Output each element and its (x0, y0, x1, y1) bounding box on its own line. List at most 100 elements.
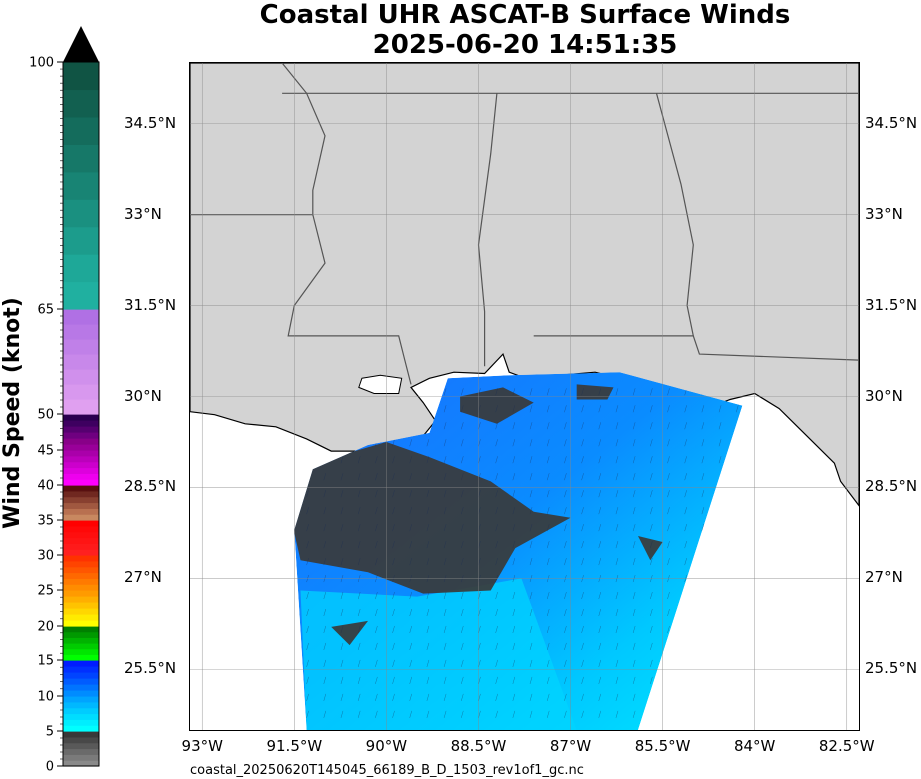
latitude-label: 28.5°N (865, 477, 918, 496)
wind-vector (340, 490, 344, 498)
wind-vector (478, 456, 481, 464)
colorbar-tick-label: 0 (46, 760, 54, 775)
wind-vector (461, 676, 464, 684)
wind-vector (409, 591, 412, 600)
wind-vector (736, 659, 739, 667)
wind-vector (598, 422, 601, 430)
colorbar-segment (63, 701, 99, 709)
wind-vector (684, 558, 687, 566)
wind-vector (736, 693, 739, 701)
colorbar-tick-label: 100 (29, 56, 54, 71)
colorbar-segment (63, 626, 99, 633)
wind-vector (564, 591, 567, 600)
wind-vector (426, 608, 430, 617)
wind-vector (461, 625, 464, 634)
wind-vector (615, 558, 619, 566)
wind-vector (632, 422, 636, 430)
wind-vector (495, 676, 498, 684)
wind-vector (512, 439, 516, 447)
wind-vector (650, 405, 653, 413)
wind-vector (443, 642, 447, 651)
colorbar-label: Wind Speed (knot) (0, 297, 25, 529)
wind-vector (409, 676, 412, 684)
ascat-swath (294, 372, 743, 730)
wind-vector (667, 608, 670, 617)
wind-vector (478, 490, 481, 498)
wind-vector (718, 625, 722, 634)
wind-vector (375, 541, 378, 549)
colorbar-segment (63, 590, 99, 597)
colorbar-segment (63, 660, 99, 667)
colorbar-segment (63, 648, 99, 655)
wind-vector (409, 642, 412, 651)
wind-vector (564, 625, 567, 634)
wind-vector (701, 541, 705, 549)
wind-vector (306, 473, 309, 481)
colorbar-segment (63, 354, 99, 370)
wind-vector (632, 591, 636, 600)
wind-vector (512, 676, 516, 684)
wind-vector (375, 558, 378, 566)
map-panel[interactable] (189, 62, 860, 731)
colorbar-segment (63, 584, 99, 591)
colorbar-segment (63, 508, 99, 515)
wind-vector (718, 456, 722, 464)
wind-vector (478, 676, 481, 684)
colorbar-segment (63, 339, 99, 355)
wind-vector (426, 541, 430, 549)
wind-vector (409, 507, 412, 515)
wind-vector (598, 710, 601, 718)
colorbar-extend-max-arrow (63, 26, 99, 62)
wind-vector (357, 507, 361, 515)
wind-vector (357, 490, 361, 498)
latitude-label: 30°N (124, 386, 162, 405)
wind-vector (546, 659, 550, 667)
wind-vector (461, 507, 464, 515)
wind-vector (392, 541, 395, 549)
wind-vector (564, 456, 567, 464)
latitude-label: 30°N (865, 386, 903, 405)
colorbar-segment (63, 309, 99, 325)
wind-vector (392, 524, 395, 532)
colorbar-segment (63, 537, 99, 544)
wind-vector (409, 473, 412, 481)
wind-vector (650, 541, 653, 549)
colorbar-segment (63, 707, 99, 715)
wind-vector (495, 405, 498, 413)
colorbar-tick-label: 5 (46, 725, 54, 740)
wind-vector (443, 659, 447, 667)
colorbar-segment (63, 731, 99, 738)
colorbar-tick-label: 25 (37, 584, 54, 599)
wind-vector (581, 608, 584, 617)
wind-vector (736, 625, 739, 634)
colorbar-segment (63, 596, 99, 603)
wind-vector (495, 591, 498, 600)
wind-vector (615, 524, 619, 532)
colorbar-segment (63, 719, 99, 726)
wind-vector (736, 591, 739, 600)
wind-vector (426, 388, 430, 396)
wind-vector (340, 693, 344, 701)
wind-vector (529, 439, 533, 447)
wind-vector (392, 693, 395, 701)
rain-flagged-region (294, 442, 571, 594)
wind-vector (461, 710, 464, 718)
wind-vector (426, 693, 430, 701)
wind-vector (392, 490, 395, 498)
wind-vector (409, 710, 412, 718)
longitude-label: 88.5°W (450, 737, 507, 755)
colorbar-segment (63, 696, 99, 703)
wind-vector (426, 558, 430, 566)
wind-vector (392, 625, 395, 634)
wind-vector (478, 473, 481, 481)
colorbar-segment (63, 748, 99, 755)
wind-vector (718, 693, 722, 701)
wind-vector (529, 541, 533, 549)
wind-vector (357, 524, 361, 532)
colorbar-segment (63, 281, 99, 310)
wind-vector (701, 507, 705, 515)
wind-vector (495, 625, 498, 634)
wind-vector (529, 456, 533, 464)
wind-vector (426, 507, 430, 515)
wind-vector (667, 558, 670, 566)
